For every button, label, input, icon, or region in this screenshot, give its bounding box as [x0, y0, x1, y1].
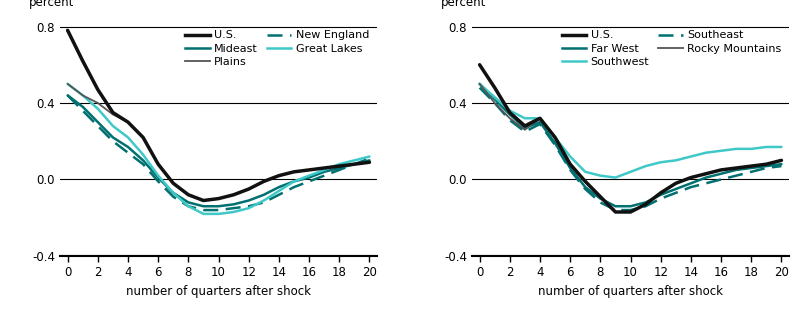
X-axis label: number of quarters after shock: number of quarters after shock: [126, 285, 311, 298]
X-axis label: number of quarters after shock: number of quarters after shock: [538, 285, 723, 298]
Legend: U.S., Mideast, Plains, New England, Great Lakes: U.S., Mideast, Plains, New England, Grea…: [183, 28, 372, 69]
Text: percent: percent: [28, 0, 74, 9]
Text: percent: percent: [441, 0, 485, 9]
Legend: U.S., Far West, Southwest, Southeast, Rocky Mountains: U.S., Far West, Southwest, Southeast, Ro…: [559, 28, 783, 69]
